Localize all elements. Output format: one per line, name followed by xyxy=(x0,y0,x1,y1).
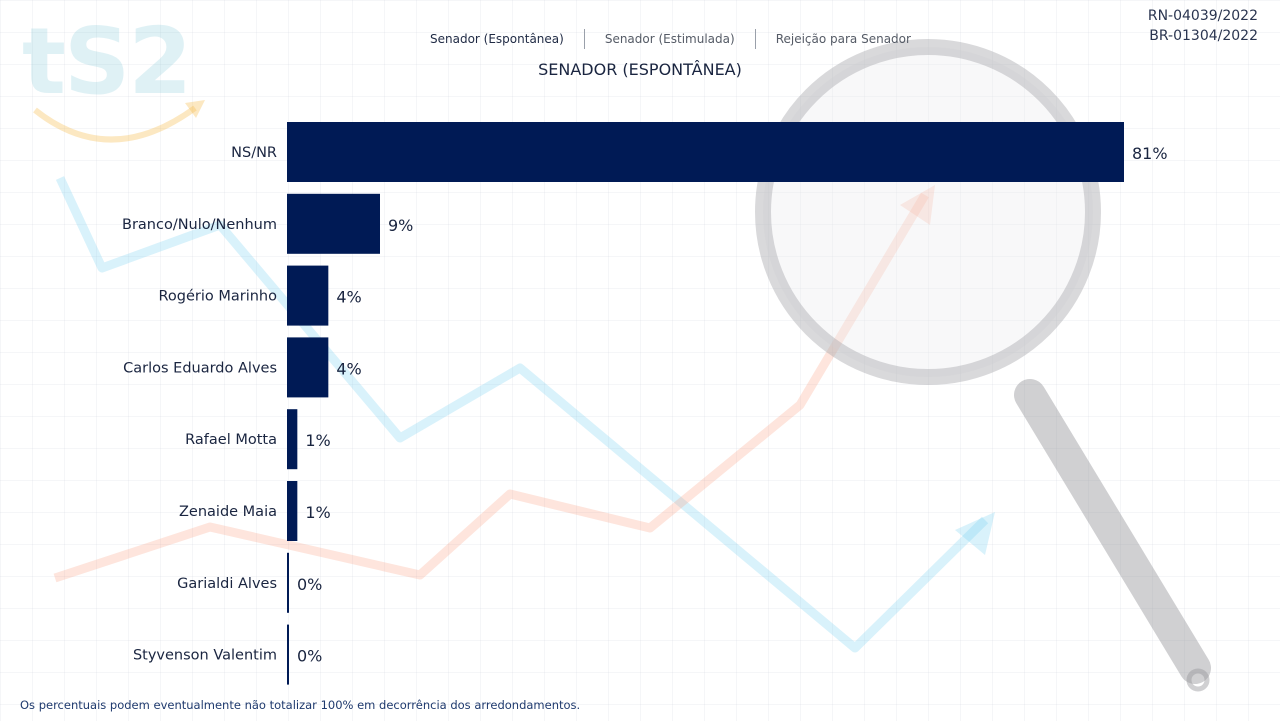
bar-styvenson-valentim xyxy=(287,624,289,685)
category-label-styvenson-valentim: Styvenson Valentim xyxy=(133,648,277,664)
tab-senador-estimulada[interactable]: Senador (Estimulada) xyxy=(583,29,755,49)
category-label-zenaide-maia: Zenaide Maia xyxy=(179,504,277,520)
data-label-rafael-motta: 1% xyxy=(305,431,330,450)
data-label-zenaide-maia: 1% xyxy=(305,503,330,522)
category-label-branco-nulo-nenhum: Branco/Nulo/Nenhum xyxy=(122,217,277,233)
decor-red-trend-line xyxy=(53,192,929,583)
decor-logo-swoosh xyxy=(33,105,197,143)
category-label-rogerio-marinho: Rogério Marinho xyxy=(158,289,277,305)
survey-code-rn: RN-04039/2022 xyxy=(1147,8,1258,24)
decor-blue-trend-line xyxy=(55,176,989,653)
tab-rejeicao-senador[interactable]: Rejeição para Senador xyxy=(754,29,931,49)
footnote: Os percentuais podem eventualmente não t… xyxy=(20,698,581,712)
data-label-garialdi-alves: 0% xyxy=(297,575,322,594)
data-label-rogerio-marinho: 4% xyxy=(336,288,361,307)
bar-ns-nr xyxy=(287,122,1124,182)
category-label-ns-nr: NS/NR xyxy=(231,145,277,161)
decor-magnifier-handle xyxy=(1014,379,1211,684)
category-label-garialdi-alves: Garialdi Alves xyxy=(177,576,277,592)
bar-rafael-motta xyxy=(287,409,298,470)
data-label-branco-nulo-nenhum: 9% xyxy=(388,216,413,235)
decor-logo-swoosh-tip xyxy=(185,100,205,118)
logo-watermark: tS2 xyxy=(22,8,192,115)
chart-title: SENADOR (ESPONTÂNEA) xyxy=(538,60,742,79)
decor-blue-arrowhead xyxy=(955,512,995,555)
bar-zenaide-maia xyxy=(287,481,298,541)
data-label-styvenson-valentim: 0% xyxy=(297,647,322,666)
survey-code-br: BR-01304/2022 xyxy=(1149,28,1258,44)
data-label-carlos-eduardo-alves: 4% xyxy=(336,359,361,378)
tab-senador-espontanea[interactable]: Senador (Espontânea) xyxy=(430,32,564,46)
category-label-rafael-motta: Rafael Motta xyxy=(185,432,277,448)
decor-magnifier-ring xyxy=(1186,668,1210,692)
bar-garialdi-alves xyxy=(287,552,289,613)
category-label-carlos-eduardo-alves: Carlos Eduardo Alves xyxy=(123,360,277,376)
bar-carlos-eduardo-alves xyxy=(287,337,329,398)
tab-bar: Senador (Espontânea) Senador (Estimulada… xyxy=(410,28,931,50)
data-label-ns-nr: 81% xyxy=(1132,144,1168,163)
bar-rogerio-marinho xyxy=(287,265,329,326)
decor-red-arrowhead xyxy=(900,185,935,225)
bar-branco-nulo-nenhum xyxy=(287,193,380,254)
